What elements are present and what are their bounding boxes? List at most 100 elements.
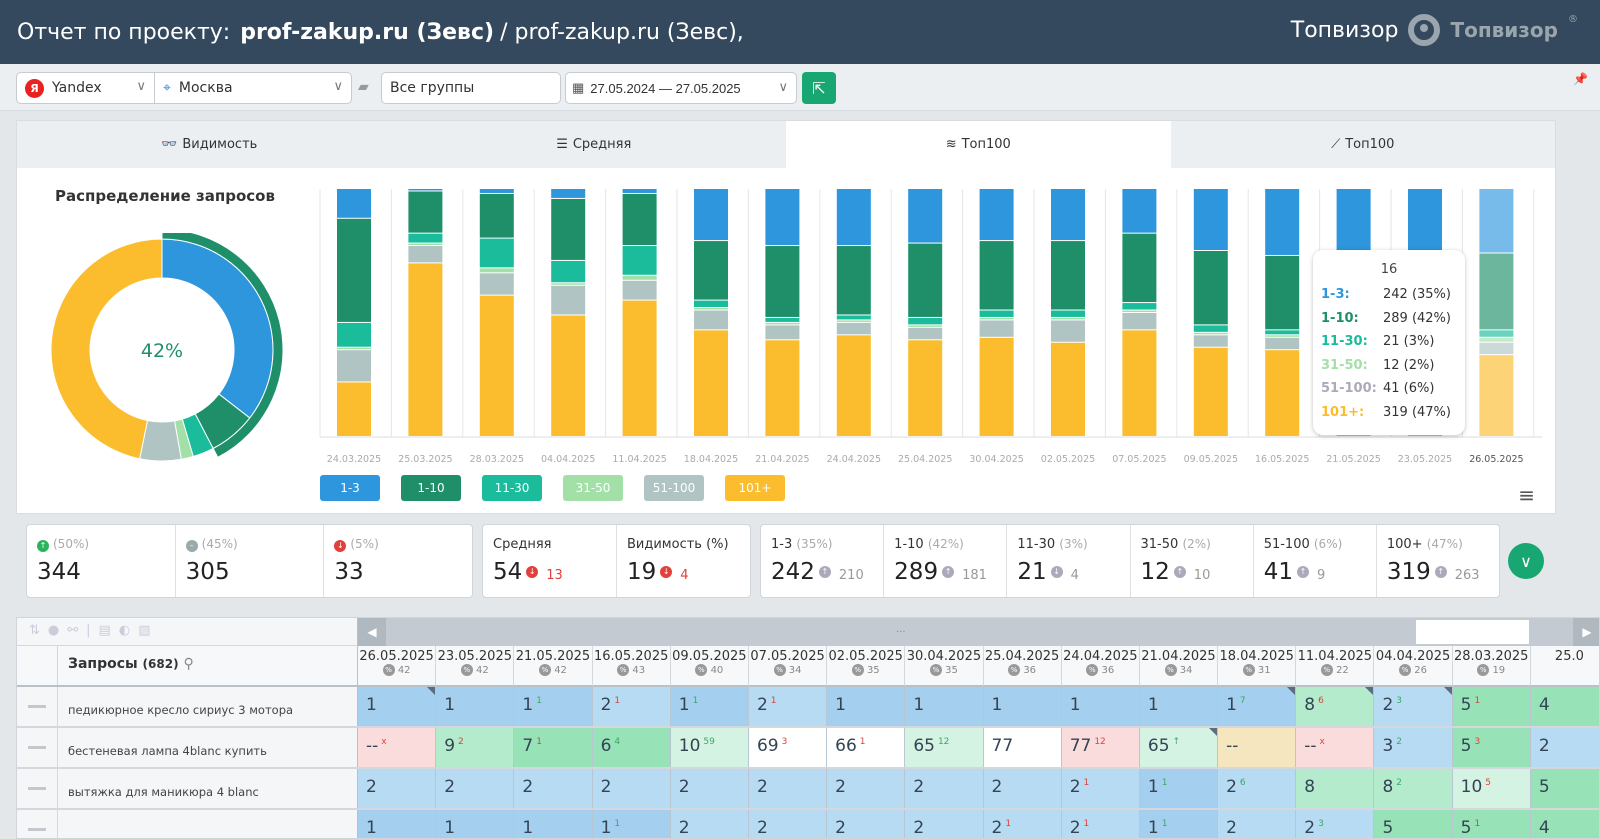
date-column-header[interactable]: 11.04.2025% 22 [1296,646,1375,687]
bar-1-10-21.04.2025[interactable] [765,246,800,317]
position-cell[interactable]: 5 [1530,769,1599,808]
bar-51-100-09.05.2025[interactable] [1193,335,1228,347]
bar-51-100-18.04.2025[interactable] [694,310,728,330]
bar-1-3-25.04.2025[interactable] [908,189,943,243]
bar-1-3-16.05.2025[interactable] [1265,189,1300,255]
bar-51-100-21.04.2025[interactable] [765,325,800,340]
link-icon[interactable]: ⚯ [67,623,87,638]
bar-11-30-28.03.2025[interactable] [479,238,514,268]
bar-11-30-04.04.2025[interactable] [551,260,586,283]
position-cell[interactable]: 1 [436,810,515,838]
date-column-header[interactable]: 23.05.2025% 42 [436,646,515,687]
bar-31-50-25.03.2025[interactable] [408,243,443,246]
search-engine-select[interactable]: Я Yandex ∨ [16,72,155,104]
bar-1-3-24.03.2025[interactable] [337,189,371,218]
query-cell[interactable]: вытяжка для маникюра 4 blanc [58,769,358,808]
position-cell[interactable]: 2 [983,769,1062,808]
position-cell[interactable]: 1 [436,687,515,726]
bar-101+-11.04.2025[interactable] [622,300,657,436]
position-cell[interactable]: 2 [748,810,828,838]
search-icon[interactable]: ⚲ [183,656,194,672]
bar-101+-04.04.2025[interactable] [551,315,586,436]
bar-1-3-21.05.2025[interactable] [1336,189,1371,255]
region-select[interactable]: ⌖ Москва ∨ [154,72,352,104]
legend-101+[interactable]: 101+ [725,475,785,501]
bar-1-10-09.05.2025[interactable] [1193,251,1228,325]
row-checkbox[interactable] [17,769,58,808]
bar-1-3-30.04.2025[interactable] [979,189,1014,241]
bar-101+-28.03.2025[interactable] [479,295,514,436]
bar-31-50-24.04.2025[interactable] [836,320,871,322]
bar-31-50-04.04.2025[interactable] [551,283,586,285]
bar-51-100-25.03.2025[interactable] [408,246,443,263]
bar-31-50-26.05.2025[interactable] [1479,337,1514,342]
bar-101+-18.04.2025[interactable] [694,330,728,436]
tab-top100-dynamics[interactable]: ⟋ Топ100 [1171,121,1556,168]
position-cell[interactable]: 2 [592,769,671,808]
position-cell[interactable]: 1 [905,687,984,726]
date-column-header[interactable]: 26.05.2025% 42 [358,646,437,687]
bar-1-3-25.03.2025[interactable] [408,189,443,191]
bar-11-30-24.03.2025[interactable] [337,322,371,347]
toggle-icon[interactable]: ● [47,623,68,638]
bar-1-3-26.05.2025[interactable] [1479,189,1514,253]
bar-11-30-02.05.2025[interactable] [1051,310,1085,317]
position-cell[interactable]: 2 [827,769,906,808]
legend-1-3[interactable]: 1-3 [320,475,380,501]
position-cell[interactable]: 2 [827,810,906,838]
bar-51-100-11.04.2025[interactable] [622,280,657,300]
bar-101+-30.04.2025[interactable] [979,337,1014,436]
legend-31-50[interactable]: 31-50 [563,475,623,501]
bar-11-30-21.04.2025[interactable] [765,317,800,322]
bar-11-30-16.05.2025[interactable] [1265,330,1300,335]
bar-31-50-16.05.2025[interactable] [1265,335,1300,337]
position-cell[interactable]: 66 1 [827,728,906,767]
position-cell[interactable]: -- x [1296,728,1375,767]
date-column-header[interactable]: 30.04.2025% 35 [905,646,984,687]
contrast-icon[interactable]: ◐ [118,623,139,638]
position-cell[interactable]: 2 [905,769,984,808]
chart-menu-icon[interactable]: ≡ [1518,483,1535,507]
position-cell[interactable]: 2 [358,769,437,808]
position-cell[interactable]: 10 5 [1452,769,1531,808]
groups-select[interactable]: Все группы [381,72,561,104]
pin-icon[interactable]: 📌 [1573,72,1588,86]
bar-1-10-25.03.2025[interactable] [408,191,443,233]
date-column-header[interactable]: 21.05.2025% 42 [514,646,593,687]
bar-1-10-24.04.2025[interactable] [836,246,871,315]
bar-1-10-24.03.2025[interactable] [337,218,371,322]
scroll-left-button[interactable]: ◀ [358,618,386,646]
position-cell[interactable]: 10 59 [670,728,749,767]
select-all-cell[interactable] [17,646,58,685]
bar-31-50-28.03.2025[interactable] [479,268,514,273]
bar-1-10-02.05.2025[interactable] [1051,241,1085,310]
bar-1-10-16.05.2025[interactable] [1265,255,1300,330]
bar-101+-26.05.2025[interactable] [1479,355,1514,436]
bar-1-3-09.05.2025[interactable] [1193,189,1228,250]
position-cell[interactable]: 2 [1530,728,1599,767]
bar-11-30-18.04.2025[interactable] [694,300,728,308]
bar-1-3-21.04.2025[interactable] [765,189,800,246]
bar-11-30-25.03.2025[interactable] [408,233,443,243]
bar-31-50-09.05.2025[interactable] [1193,332,1228,335]
bar-31-50-24.03.2025[interactable] [337,347,371,350]
bar-1-3-02.05.2025[interactable] [1051,189,1085,241]
row-checkbox[interactable] [17,687,58,726]
bar-51-100-04.04.2025[interactable] [551,285,586,315]
tab-visibility[interactable]: 👓 Видимость [17,121,402,168]
bar-1-10-25.04.2025[interactable] [908,243,943,317]
bar-1-10-26.05.2025[interactable] [1479,253,1514,330]
position-cell[interactable]: 2 [670,769,749,808]
bar-51-100-16.05.2025[interactable] [1265,337,1300,350]
bar-51-100-26.05.2025[interactable] [1479,342,1514,355]
date-column-header[interactable]: 24.04.2025% 36 [1061,646,1140,687]
range-card-11-30[interactable]: 11-30 (3%) 21 ↓ 4 [1007,525,1131,597]
